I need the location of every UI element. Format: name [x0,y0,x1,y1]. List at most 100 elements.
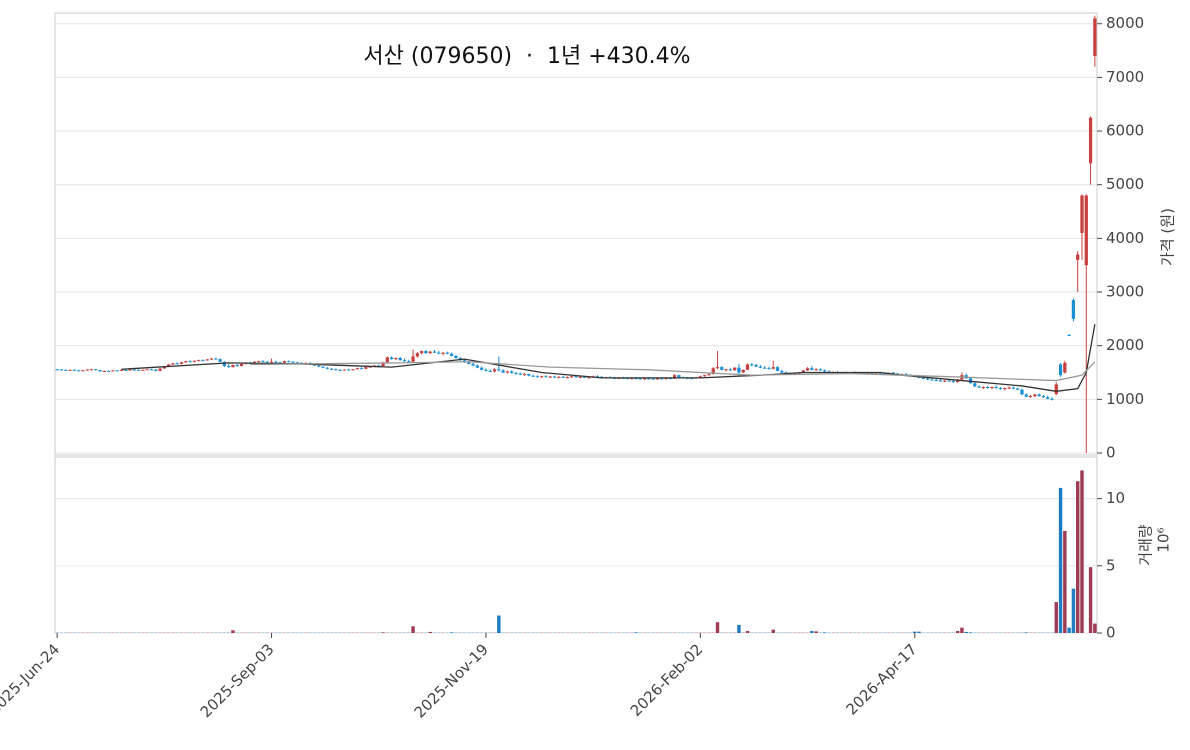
candle-body [810,368,814,370]
candle-body [432,351,437,353]
candle-body [145,369,149,371]
volume-bar [822,632,827,633]
volume-panel [54,456,1098,634]
candle-body [394,358,398,360]
candle-body [111,370,115,372]
candle-body [505,371,510,373]
candle-body [891,372,895,374]
candle-body [938,380,943,382]
candle-body [484,369,488,371]
candle-body [561,376,565,378]
candle-body [265,361,269,363]
candle-body [934,380,938,382]
candle-body [904,374,908,376]
moving-average [121,324,1096,392]
candle-body [741,369,745,373]
candle-body [475,365,480,368]
y-tick-label: 6000 [1106,122,1144,140]
candle-body [261,361,265,363]
candle-body [878,373,883,375]
candle-body [205,359,209,361]
y-tick-label: 8000 [1106,14,1144,32]
candle-body [750,364,754,366]
y-tick-label: 7000 [1106,68,1144,86]
candle-body [317,365,321,367]
volume-bar [737,624,741,633]
candle-body [805,368,810,371]
candle-body [235,365,239,367]
candle-body [925,378,930,380]
candle-body [428,351,432,354]
candle-body [359,368,364,370]
candle-body [64,369,68,371]
candle-body [990,387,994,389]
candle-body [197,360,201,362]
candle-body [269,361,274,363]
candle-body [415,353,419,357]
candle-body [582,376,587,378]
candle-body [149,369,154,371]
candle-body [638,378,642,380]
candle-body [407,361,411,363]
candle-body [951,381,955,383]
candle-body [136,369,141,371]
candle-body [402,360,407,362]
x-tick-label: 2025-Nov-19 [411,640,492,721]
candle-body [737,367,741,373]
y-tick-label: 4000 [1106,229,1144,247]
candle-body [733,367,737,371]
candle-body [1028,396,1033,398]
candle-body [497,369,501,371]
candle-body [986,387,990,389]
candle-body [119,369,124,371]
candle-body [1003,388,1007,390]
candle-body [364,367,368,369]
candle-body [1020,389,1024,395]
candle-body [291,361,295,363]
candle-body [492,369,497,372]
candle-body [85,369,89,371]
candle-body [257,361,261,363]
candle-body [758,366,763,368]
candle-body [814,369,818,371]
candle-body [188,361,192,363]
candle-body [154,369,158,371]
candle-body [1033,394,1037,397]
candle-body [510,371,514,374]
volume-bar [715,622,720,633]
candle-body [1054,384,1058,394]
y-tick-label: 2000 [1106,336,1144,354]
volume-bar [497,615,501,633]
candle-body [527,374,531,376]
y-tick-label: 3000 [1106,283,1144,301]
y-tick-label: 0 [1106,444,1116,462]
volume-bar [634,632,638,633]
candle-body [454,355,458,359]
volume-bar [1071,588,1076,633]
candle-body [630,378,634,380]
candle-body [1080,195,1084,233]
candle-body [389,357,394,360]
candle-body [76,370,81,372]
candle-body [655,378,660,380]
volume-bar [771,629,775,633]
candle-body [647,378,651,380]
candle-body [668,378,672,380]
candle-body [214,358,218,360]
candle-body [351,369,355,371]
candle-body [424,351,428,354]
candle-body [201,360,205,362]
candle-body [724,369,728,371]
candle-body [548,376,552,378]
candle-body [132,369,136,371]
candle-body [1050,398,1054,400]
candle-body [818,369,823,371]
candle-body [642,378,647,380]
candle-body [128,369,132,371]
candle-body [720,367,724,370]
candle-body [124,369,128,371]
candle-body [398,358,402,361]
volume-bar [810,630,814,633]
candle-body [1046,397,1050,399]
